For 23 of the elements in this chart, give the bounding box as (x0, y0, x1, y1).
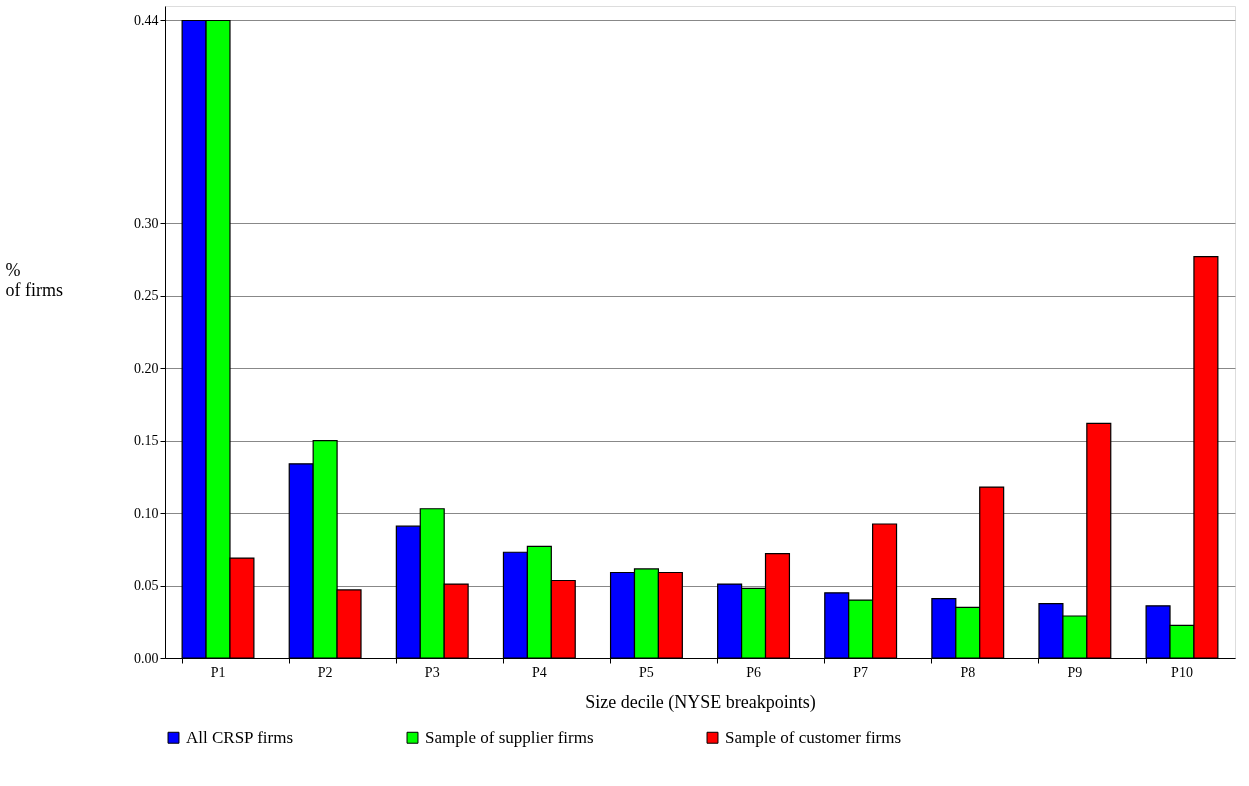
legend-label: Sample of supplier firms (425, 727, 594, 747)
x-tick-label: P5 (639, 664, 654, 680)
y-tick-label: 0.15 (134, 433, 159, 449)
x-tick-label: P9 (1067, 664, 1083, 680)
x-tick-label: P8 (960, 664, 976, 680)
y-tick-label: 0.10 (134, 505, 159, 521)
y-tick-label: 0.00 (134, 650, 159, 666)
y-tick-label: 0.05 (134, 578, 159, 594)
x-tick-label: P3 (424, 664, 440, 680)
legend-label: Sample of customer firms (725, 727, 902, 747)
x-tick-label: P2 (317, 664, 333, 680)
y-tick-label: 0.25 (134, 288, 159, 304)
x-tick-label: P6 (746, 664, 761, 680)
x-axis-title: Size decile (NYSE breakpoints) (585, 691, 816, 713)
y-axis-title: % of firms (5, 260, 63, 301)
x-tick-label: P7 (853, 664, 869, 680)
y-tick-label: 0.20 (134, 360, 159, 376)
y-tick-label: 0.44 (134, 12, 159, 28)
legend-label: All CRSP firms (186, 727, 294, 747)
x-tick-label: P4 (531, 664, 547, 680)
x-tick-label: P1 (210, 664, 226, 680)
x-tick-label: P10 (1171, 664, 1193, 680)
y-tick-label: 0.30 (134, 215, 159, 231)
